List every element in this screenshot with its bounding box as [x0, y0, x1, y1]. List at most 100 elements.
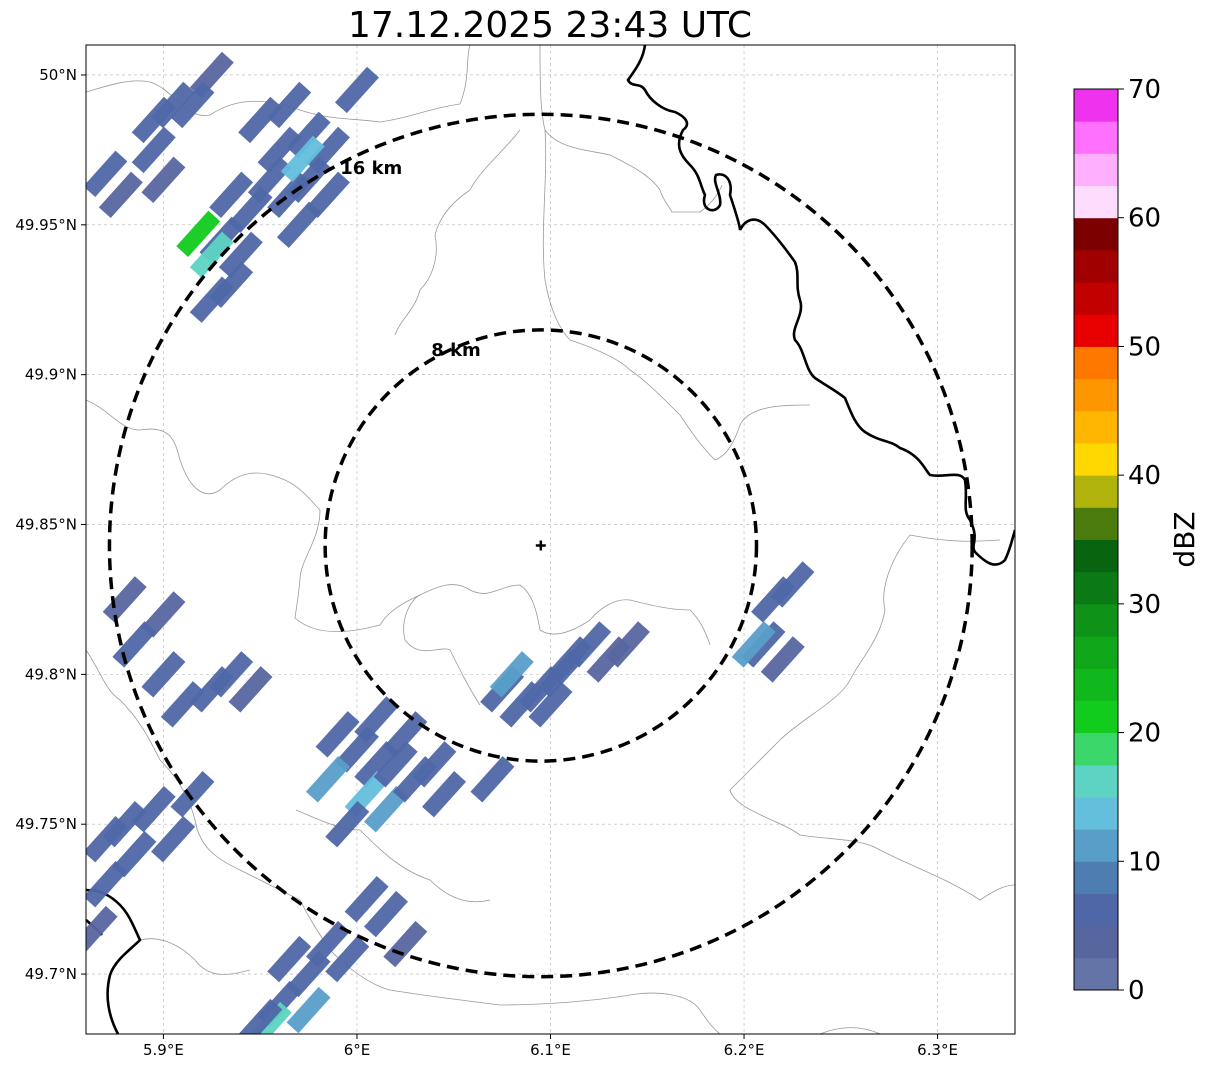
echo-cell: [189, 276, 234, 323]
echo-cell: [267, 81, 312, 129]
echo-cell: [325, 935, 370, 983]
colorbar-segment: [1074, 153, 1118, 187]
colorbar-segment: [1074, 957, 1118, 991]
colorbar-tick-label: 0: [1128, 976, 1145, 1006]
echo-cell: [305, 171, 350, 219]
colorbar-segment: [1074, 410, 1118, 444]
map-content: 8 km 16 km: [86, 45, 1015, 1034]
colorbar-segment: [1074, 668, 1118, 701]
echo-cell: [363, 786, 408, 833]
echo-cell: [151, 81, 196, 129]
colorbar-segment: [1074, 249, 1118, 283]
range-ring-16km: [107, 112, 974, 979]
colorbar-segment: [1074, 314, 1118, 347]
colorbar-segment: [1074, 636, 1118, 669]
colorbar-tick-label: 20: [1128, 719, 1161, 749]
map-title: 17.12.2025 23:43 UTC: [347, 5, 753, 46]
echo-cell: [373, 741, 418, 788]
echo-cell: [112, 830, 157, 878]
colorbar-tick-label: 10: [1128, 847, 1161, 877]
echo-cell: [280, 135, 325, 183]
echo-cell: [286, 986, 331, 1034]
y-tick-label: 49.75°N: [15, 815, 77, 833]
echo-cell: [286, 111, 331, 159]
range-ring-8km: [323, 328, 759, 763]
echo-cell: [334, 66, 379, 114]
colorbar-segment: [1074, 378, 1118, 412]
y-tick-label: 49.8°N: [25, 665, 77, 683]
colorbar-segment: [1074, 571, 1118, 605]
echo-cell: [160, 681, 205, 728]
echo-cell: [209, 171, 254, 219]
echo-cell: [354, 741, 399, 788]
colorbar-segment: [1074, 475, 1118, 508]
colorbar: 0 10 20 30 40 50 60 70 dBZ: [1073, 75, 1201, 1006]
colorbar-segment: [1074, 185, 1118, 219]
admin-borders: [86, 45, 1015, 1034]
colorbar-segment: [1074, 861, 1118, 894]
echo-cell: [567, 621, 612, 668]
echo-cell: [176, 210, 221, 257]
colorbar-segment: [1074, 893, 1118, 927]
echo-cell: [305, 756, 350, 803]
colorbar-segment: [1074, 700, 1118, 734]
echo-cell: [131, 786, 176, 833]
colorbar-segment: [1074, 796, 1118, 830]
echo-cell: [86, 860, 128, 908]
echo-cell: [770, 561, 815, 608]
colorbar-segment: [1074, 732, 1118, 766]
colorbar-tick-label: 50: [1128, 332, 1161, 362]
colorbar-frame: [1073, 88, 1119, 991]
colorbar-segment: [1074, 764, 1118, 798]
echo-cell: [141, 591, 186, 638]
colorbar-segment: [1074, 442, 1118, 476]
colorbar-segment: [1074, 539, 1118, 573]
echo-cell: [170, 771, 215, 818]
colorbar-segment: [1074, 507, 1118, 540]
echo-cell: [267, 935, 312, 983]
echo-cell: [257, 126, 302, 174]
colorbar-tick-label: 30: [1128, 590, 1161, 620]
x-tick-label: 6.3°E: [917, 1041, 958, 1059]
range-rings: 8 km 16 km: [107, 112, 974, 979]
echo-cell: [422, 771, 467, 818]
echo-cell: [760, 636, 805, 683]
echo-cell: [383, 920, 428, 968]
echo-cell: [605, 621, 650, 668]
echo-cell: [528, 681, 573, 728]
colorbar-segment: [1074, 282, 1118, 315]
echo-cell: [189, 231, 234, 278]
echo-cell: [141, 156, 186, 204]
x-tick-label: 6.1°E: [530, 1041, 571, 1059]
echo-cell: [209, 651, 254, 698]
echo-cell: [86, 150, 128, 198]
echo-cell: [151, 816, 196, 863]
echo-cell: [218, 231, 263, 278]
colorbar-tick-label: 40: [1128, 461, 1161, 491]
range-ring-label: 8 km: [431, 340, 481, 361]
echo-cell: [354, 696, 399, 743]
echo-cell: [228, 666, 273, 713]
colorbar-segment: [1074, 121, 1118, 154]
colorbar-tick-label: 70: [1128, 75, 1161, 105]
echo-cell: [412, 741, 457, 788]
echo-cell: [383, 711, 428, 758]
colorbar-segment: [1074, 89, 1118, 122]
echo-cell: [131, 126, 176, 174]
echo-cell: [325, 801, 370, 848]
echo-cell: [170, 81, 215, 129]
y-tick-label: 49.7°N: [25, 965, 77, 983]
plus-icon: [535, 540, 546, 551]
x-tick-labels: 5.9°E 6°E 6.1°E 6.2°E 6.3°E: [143, 1034, 958, 1059]
echo-cell: [489, 651, 534, 698]
colorbar-segment: [1074, 925, 1118, 959]
y-tick-label: 49.95°N: [15, 216, 77, 234]
x-tick-label: 5.9°E: [143, 1041, 184, 1059]
x-tick-label: 6.2°E: [724, 1041, 765, 1059]
echo-cell: [315, 711, 360, 758]
echo-cell: [102, 576, 147, 623]
echo-cell: [238, 96, 283, 144]
y-tick-label: 49.85°N: [15, 516, 77, 534]
x-tick-label: 6°E: [344, 1041, 371, 1059]
